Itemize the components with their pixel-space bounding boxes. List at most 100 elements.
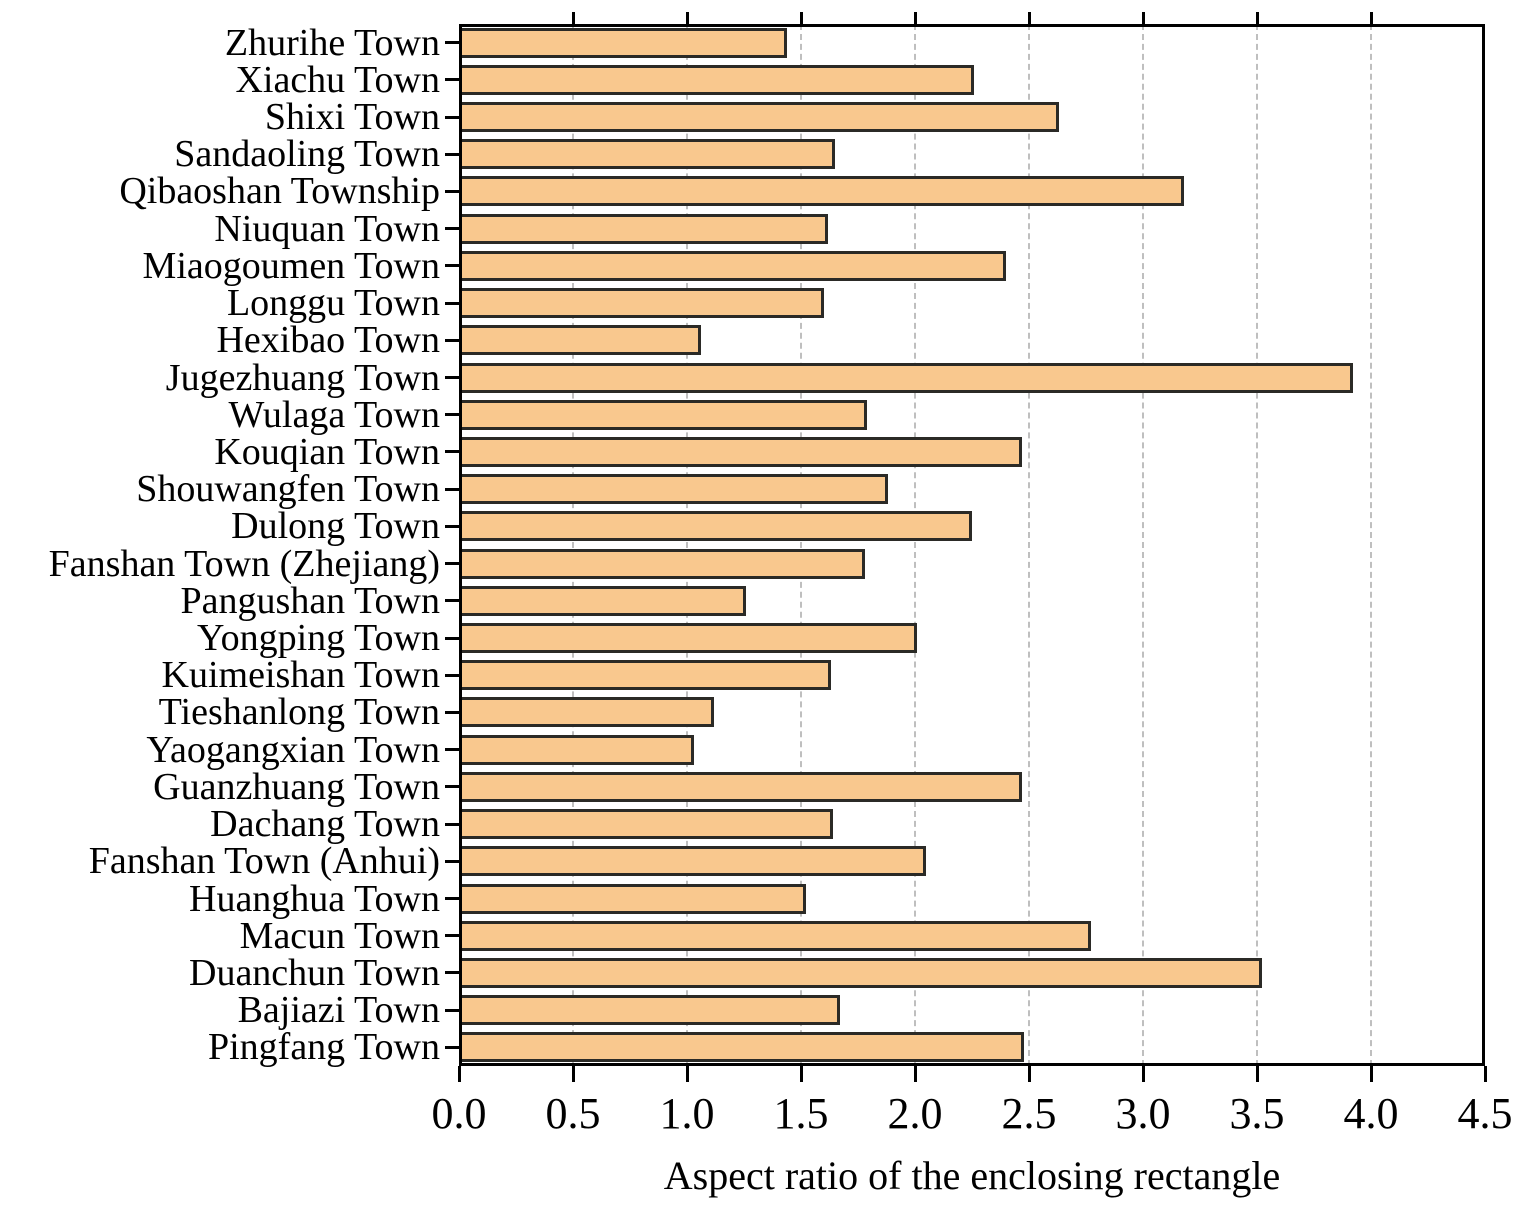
y-axis-tick xyxy=(445,376,459,380)
bar xyxy=(459,27,788,58)
x-axis-tick xyxy=(571,1066,575,1082)
bar xyxy=(459,102,1059,133)
y-axis-label: Jugezhuang Town xyxy=(165,356,440,399)
x-axis-tick xyxy=(1141,1066,1145,1082)
gridline xyxy=(686,24,688,1066)
y-axis-tick xyxy=(445,562,459,566)
top-axis-tick xyxy=(1369,12,1373,24)
top-axis-tick xyxy=(1141,12,1145,24)
x-axis-title: Aspect ratio of the enclosing rectangle xyxy=(663,1153,1281,1198)
bar xyxy=(459,846,927,877)
x-axis-tick-label: 3.0 xyxy=(1115,1089,1171,1138)
y-axis-tick xyxy=(445,859,459,863)
y-axis-tick xyxy=(445,524,459,528)
x-axis-tick-label: 1.5 xyxy=(773,1089,829,1138)
bar xyxy=(459,399,868,430)
y-axis-label: Tieshanlong Town xyxy=(158,691,440,734)
bar xyxy=(459,288,824,319)
y-axis-tick xyxy=(445,1008,459,1012)
bar xyxy=(459,511,972,542)
bar xyxy=(459,213,829,244)
y-axis-tick xyxy=(445,301,459,305)
gridline xyxy=(572,24,574,1066)
y-axis-label: Fanshan Town (Anhui) xyxy=(88,840,440,883)
y-axis-tick xyxy=(445,78,459,82)
top-axis-tick xyxy=(913,12,917,24)
y-axis-tick xyxy=(445,264,459,268)
x-axis-tick-label: 3.5 xyxy=(1229,1089,1285,1138)
x-axis-tick xyxy=(1369,1066,1373,1082)
top-axis-tick xyxy=(1027,12,1031,24)
bar xyxy=(459,957,1262,988)
x-axis-tick-label: 0.5 xyxy=(545,1089,601,1138)
y-axis-tick xyxy=(445,189,459,193)
y-axis-tick xyxy=(445,450,459,454)
bar xyxy=(459,362,1353,393)
bar xyxy=(459,139,836,170)
bar xyxy=(459,660,831,691)
y-axis-label: Miaogoumen Town xyxy=(142,244,440,287)
y-axis-label: Hexibao Town xyxy=(216,319,440,362)
y-axis-label: Shixi Town xyxy=(264,96,440,139)
y-axis-label: Sandaoling Town xyxy=(174,133,440,176)
x-axis-tick-label: 0.0 xyxy=(431,1089,487,1138)
y-axis-label: Shouwangfen Town xyxy=(136,468,440,511)
x-axis-tick xyxy=(685,1066,689,1082)
bar xyxy=(459,585,747,616)
y-axis-label: Yaogangxian Town xyxy=(146,728,440,771)
bar xyxy=(459,734,694,765)
bar xyxy=(459,920,1091,951)
x-axis-tick-label: 1.0 xyxy=(659,1089,715,1138)
y-axis-tick xyxy=(445,152,459,156)
y-axis-label: Duanchun Town xyxy=(189,951,440,994)
bar xyxy=(459,436,1023,467)
bar xyxy=(459,995,840,1026)
y-axis-tick xyxy=(445,971,459,975)
bar xyxy=(459,1032,1025,1063)
x-axis-tick-label: 4.5 xyxy=(1457,1089,1513,1138)
gridline xyxy=(914,24,916,1066)
y-axis-tick xyxy=(445,897,459,901)
bar xyxy=(459,548,865,579)
bar xyxy=(459,697,715,728)
bar xyxy=(459,623,918,654)
y-axis-tick xyxy=(445,413,459,417)
y-axis-label: Niuquan Town xyxy=(214,207,440,250)
y-axis-tick xyxy=(445,785,459,789)
y-axis-label: Fanshan Town (Zhejiang) xyxy=(48,542,440,585)
x-axis-tick-label: 2.0 xyxy=(887,1089,943,1138)
y-axis-tick xyxy=(445,115,459,119)
x-axis-tick xyxy=(1255,1066,1259,1082)
y-axis-tick xyxy=(445,1045,459,1049)
bar xyxy=(459,176,1185,207)
x-axis-tick xyxy=(1483,1066,1487,1082)
y-axis-label: Wulaga Town xyxy=(228,393,440,436)
gridline xyxy=(800,24,802,1066)
y-axis-label: Longgu Town xyxy=(226,282,440,325)
y-axis-label: Qibaoshan Township xyxy=(119,170,440,213)
y-axis-label: Pangushan Town xyxy=(180,579,440,622)
bar xyxy=(459,250,1007,281)
x-axis-tick xyxy=(913,1066,917,1082)
y-axis-label: Yongping Town xyxy=(196,617,440,660)
gridline xyxy=(1370,24,1372,1066)
y-axis-tick xyxy=(445,487,459,491)
y-axis-tick xyxy=(445,934,459,938)
y-axis-label: Dachang Town xyxy=(210,803,440,846)
y-axis-label: Xiachu Town xyxy=(235,58,440,101)
y-axis-tick xyxy=(445,227,459,231)
y-axis-label: Kuimeishan Town xyxy=(161,654,440,697)
y-axis-tick xyxy=(445,822,459,826)
y-axis-label: Macun Town xyxy=(239,914,440,957)
y-axis-label: Pingfang Town xyxy=(207,1026,440,1069)
bar xyxy=(459,883,806,914)
y-axis-label: Zhurihe Town xyxy=(224,21,440,64)
x-axis-tick-label: 4.0 xyxy=(1343,1089,1399,1138)
gridline xyxy=(1028,24,1030,1066)
gridline xyxy=(1256,24,1258,1066)
y-axis-label: Kouqian Town xyxy=(214,430,440,473)
top-axis-tick xyxy=(571,12,575,24)
x-axis-tick xyxy=(799,1066,803,1082)
bar xyxy=(459,809,833,840)
